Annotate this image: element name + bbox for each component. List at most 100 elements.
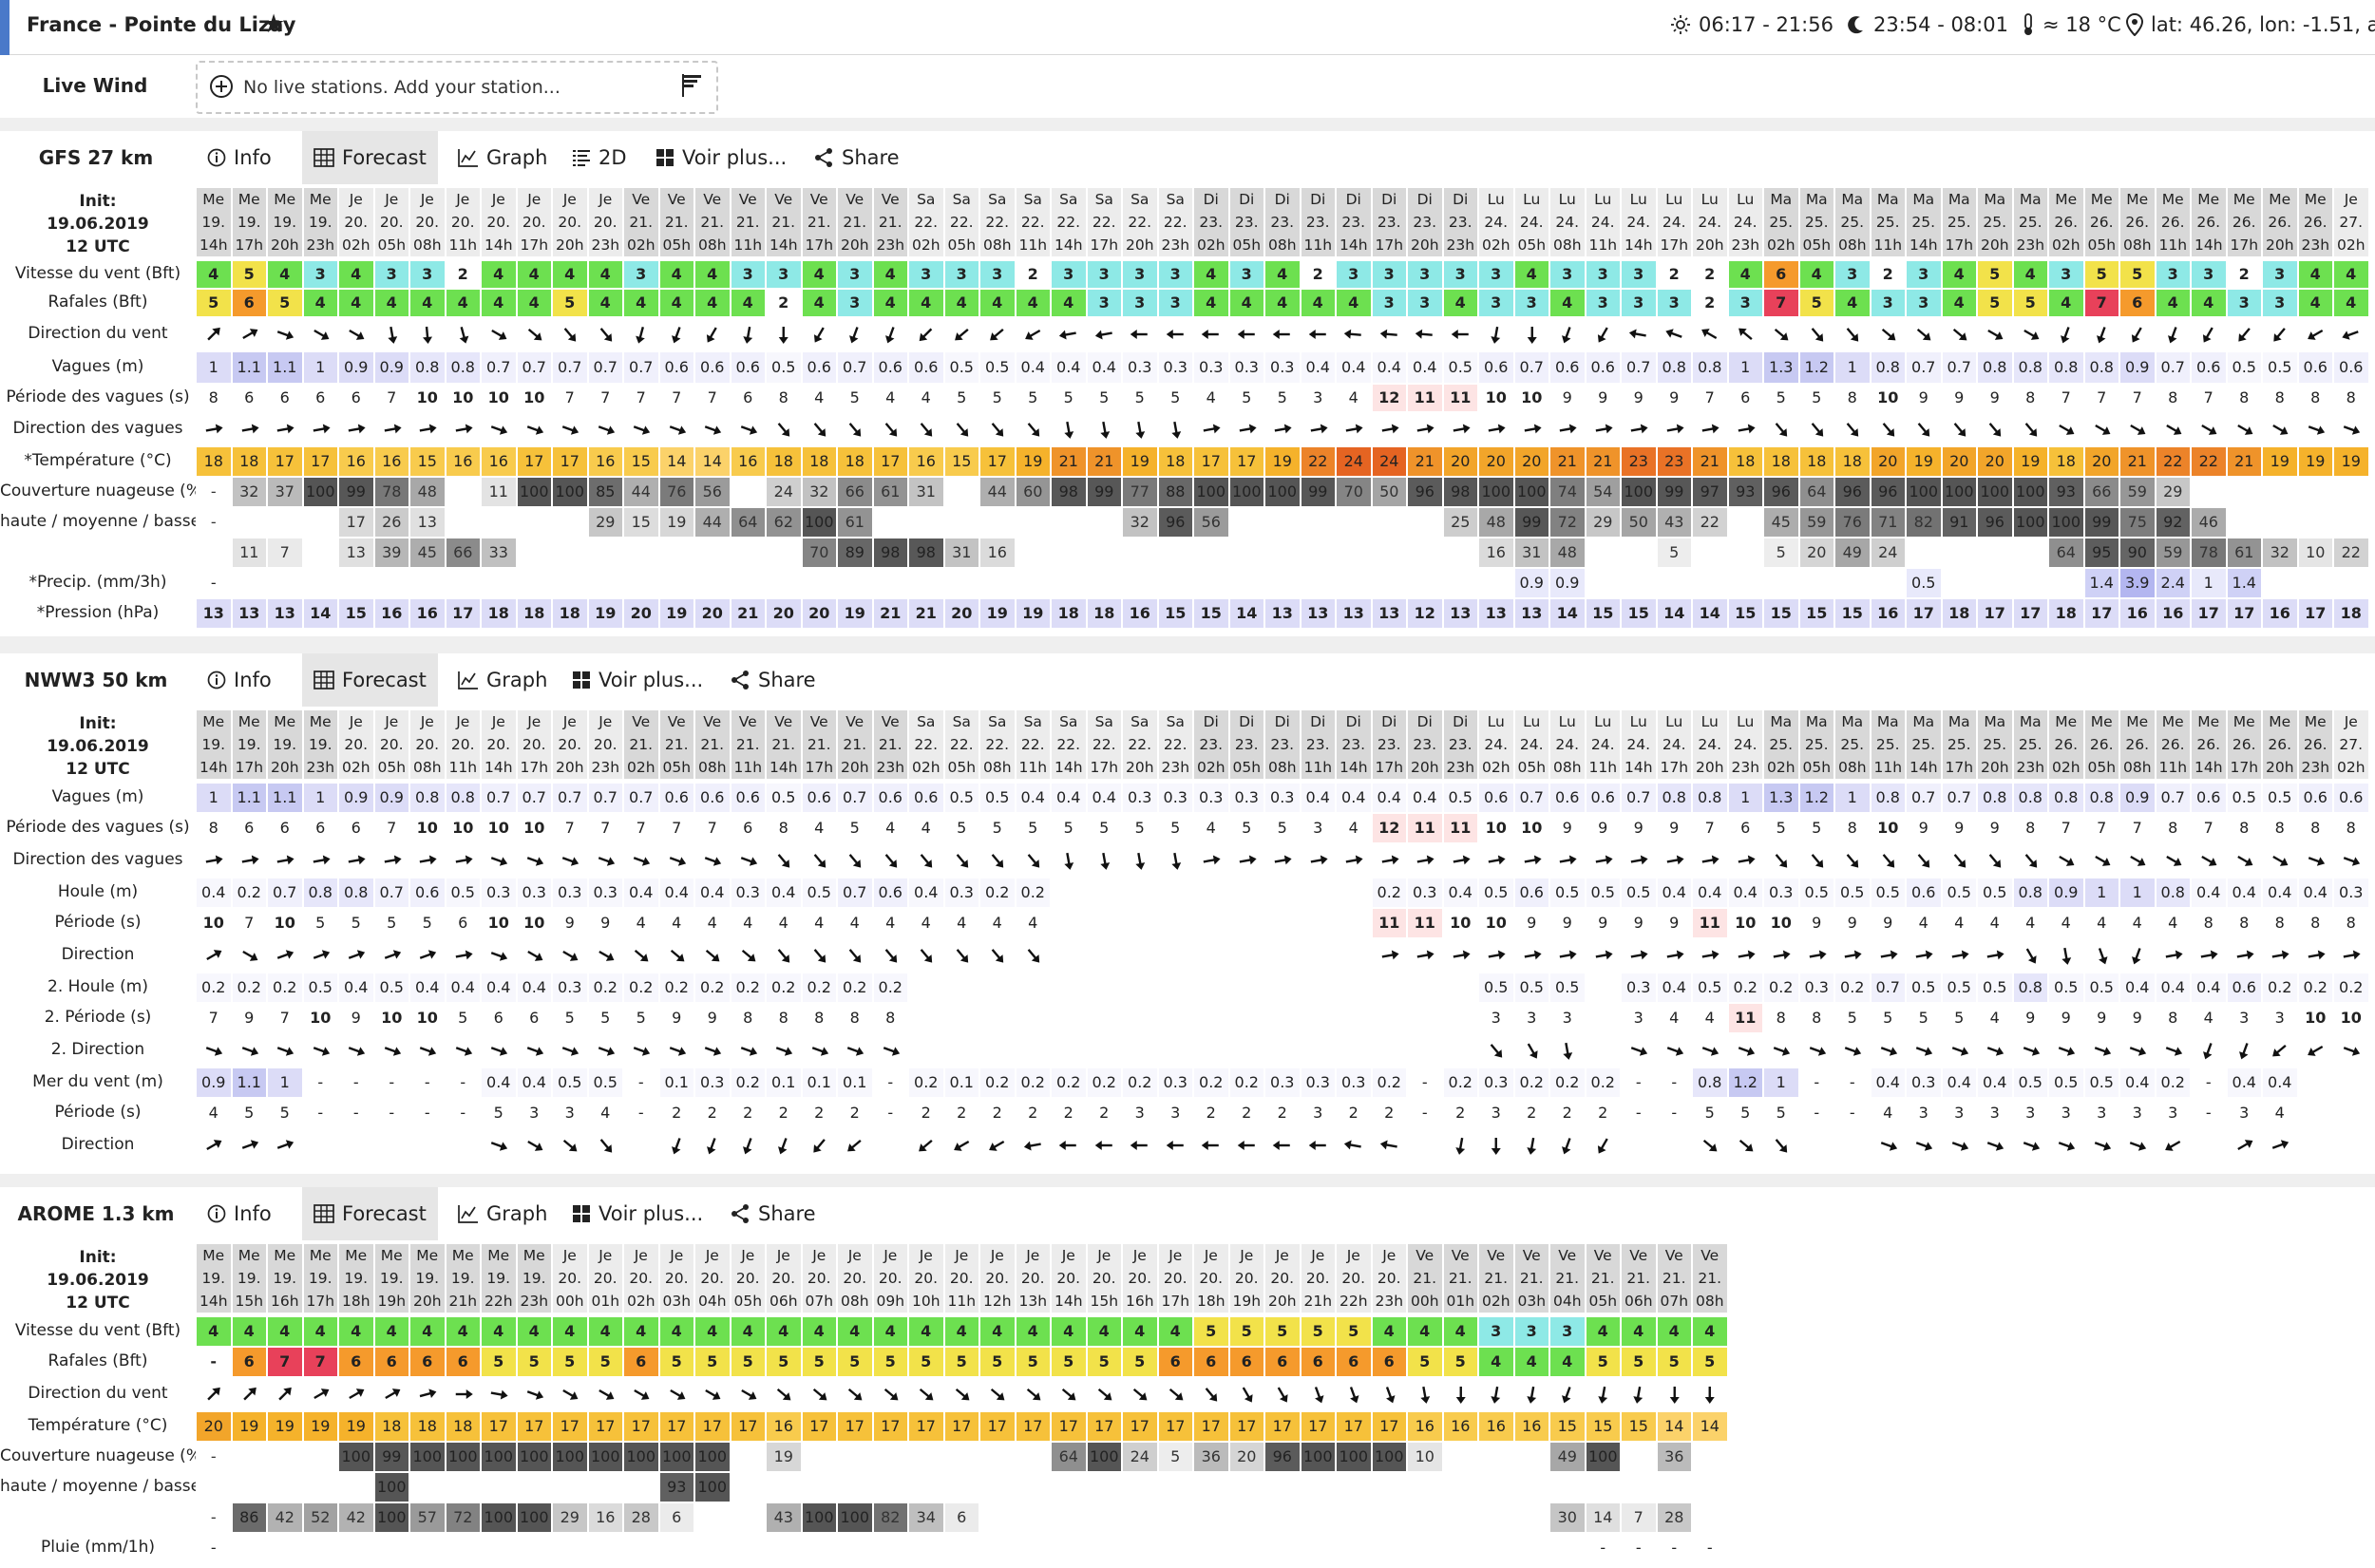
period-cell: 7 xyxy=(2132,819,2142,837)
tab-voir-plus[interactable]: Voir plus... xyxy=(560,1187,714,1240)
period-cell: 9 xyxy=(1633,388,1644,406)
cloud-cell: 59 xyxy=(1799,508,1834,537)
wave-cell: 0.2 xyxy=(767,973,801,1002)
wave-cell: 0.4 xyxy=(1728,878,1762,907)
bft-cell: 3 xyxy=(1123,261,1157,288)
wave-cell xyxy=(1230,878,1264,907)
pres-cell: 14 xyxy=(1693,599,1727,628)
bft-cell: 6 xyxy=(446,1348,480,1376)
tab-graph[interactable]: Graph xyxy=(446,1187,559,1240)
tab-info[interactable]: Info xyxy=(196,1187,283,1240)
wave-cell: 0.4 xyxy=(2120,1068,2155,1097)
direction-arrow-icon xyxy=(1491,1386,1501,1404)
direction-arrow-icon xyxy=(1203,424,1221,434)
date-column-header: Me 26. 14h xyxy=(2192,188,2226,256)
date-hour: 20h xyxy=(1410,236,1439,254)
temp-cell: 16 xyxy=(767,1412,801,1441)
direction-arrow-icon xyxy=(2193,1128,2225,1162)
cloud-cell: 78 xyxy=(374,478,408,506)
direction-arrow-icon xyxy=(1195,1033,1227,1067)
date-column-header: Ma 25. 02h xyxy=(1764,188,1798,256)
period-cell: 10 xyxy=(523,819,545,837)
tab-forecast[interactable]: Forecast xyxy=(302,131,438,184)
cloud-cell xyxy=(518,508,552,537)
tab-info[interactable]: Info xyxy=(196,653,283,707)
date-day: Ve xyxy=(632,713,651,730)
temp-cell: 17 xyxy=(1265,1412,1300,1441)
wave-cell: 0.4 xyxy=(2227,878,2261,907)
cloud-cell xyxy=(874,1443,908,1471)
tab-share[interactable]: Share xyxy=(718,1187,827,1240)
pres-cell: 16 xyxy=(1123,599,1157,628)
direction-arrow-icon xyxy=(671,1138,681,1155)
bft-cell: 4 xyxy=(2013,261,2047,288)
period-cell: 9 xyxy=(1669,388,1680,406)
tab-graph[interactable]: Graph xyxy=(446,131,559,184)
bft-cell: 3 xyxy=(1052,261,1086,288)
date-hour: 18h xyxy=(341,1293,370,1310)
pres-cell: 17 xyxy=(2192,599,2226,628)
period-cell: 5 xyxy=(1776,819,1786,837)
date-day: Me xyxy=(2304,713,2327,730)
period-cell: 6 xyxy=(1740,388,1751,406)
tab-share[interactable]: Share xyxy=(718,653,827,707)
period-cell: 9 xyxy=(1633,819,1644,837)
wave-cell: 0.3 xyxy=(1301,1068,1335,1097)
date-day: Sa xyxy=(988,713,1007,730)
bft-cell: 4 xyxy=(446,290,480,316)
date-date: 22. xyxy=(1092,214,1116,231)
tab-graph[interactable]: Graph xyxy=(446,653,559,707)
date-day: Ma xyxy=(1770,191,1793,208)
bft-cell: 2 xyxy=(446,261,480,288)
direction-arrow-icon xyxy=(1702,1139,1718,1152)
date-day: Je xyxy=(1346,1247,1360,1264)
favorite-star-icon[interactable]: ★ xyxy=(262,9,286,39)
period-cell: 10 xyxy=(381,1009,403,1027)
date-column-header: Je 20. 06h xyxy=(767,1244,801,1313)
date-day: Me xyxy=(2055,191,2078,208)
date-day: Je xyxy=(349,191,363,208)
date-date: 21. xyxy=(1448,1270,1472,1287)
period-cell: 4 xyxy=(1669,1009,1680,1027)
cloud-cell xyxy=(1622,1443,1656,1471)
period-cell: 6 xyxy=(743,819,753,837)
date-date: 22. xyxy=(914,214,939,231)
tab-info[interactable]: Info xyxy=(196,131,283,184)
period-cell: 8 xyxy=(2203,914,2214,932)
period-cell xyxy=(2299,1099,2333,1127)
tab-forecast[interactable]: Forecast xyxy=(302,1187,438,1240)
direction-arrow-icon xyxy=(2236,424,2252,435)
date-date: 20. xyxy=(735,1270,760,1287)
tab-voir-plus[interactable]: Voir plus... xyxy=(644,131,798,184)
date-day: Lu xyxy=(1737,713,1755,730)
period-cell: - xyxy=(2205,1104,2212,1122)
date-date: 24. xyxy=(1519,214,1544,231)
tab-forecast[interactable]: Forecast xyxy=(302,653,438,707)
nww3-model-name: NWW3 50 km xyxy=(24,669,168,691)
precip-cell xyxy=(767,569,801,597)
direction-arrow-icon xyxy=(740,425,757,435)
date-column-header: Ma 25. 23h xyxy=(2013,188,2047,256)
wave-cell: 0.4 xyxy=(197,878,231,907)
tab-share[interactable]: Share xyxy=(802,131,911,184)
date-day: Me xyxy=(274,191,296,208)
temp-cell: 17 xyxy=(624,1412,658,1441)
add-station-box[interactable]: No live stations. Add your station... xyxy=(196,61,718,114)
period-cell: 5 xyxy=(315,914,326,932)
tab-voir-plus[interactable]: Voir plus... xyxy=(560,653,714,707)
cloud-cell xyxy=(1302,1473,1336,1502)
temp-cell: 19 xyxy=(1123,447,1157,476)
row-label: Rafales (Bft) xyxy=(48,1351,148,1370)
date-day: Je xyxy=(385,713,399,730)
cloud-cell xyxy=(197,1473,231,1502)
period-cell: 12 xyxy=(1372,385,1406,411)
bft-cell: 6 xyxy=(2120,290,2155,316)
precip-cell xyxy=(375,1534,409,1562)
direction-arrow-icon xyxy=(1445,1033,1477,1067)
direction-arrow-icon xyxy=(847,1388,863,1401)
period-cell: 4 xyxy=(2203,1009,2214,1027)
cloud-cell: 61 xyxy=(838,508,872,537)
period-cell: 2 xyxy=(707,1104,717,1122)
row-label: Houle (m) xyxy=(57,882,139,901)
tab-2d[interactable]: 2D xyxy=(560,131,638,184)
